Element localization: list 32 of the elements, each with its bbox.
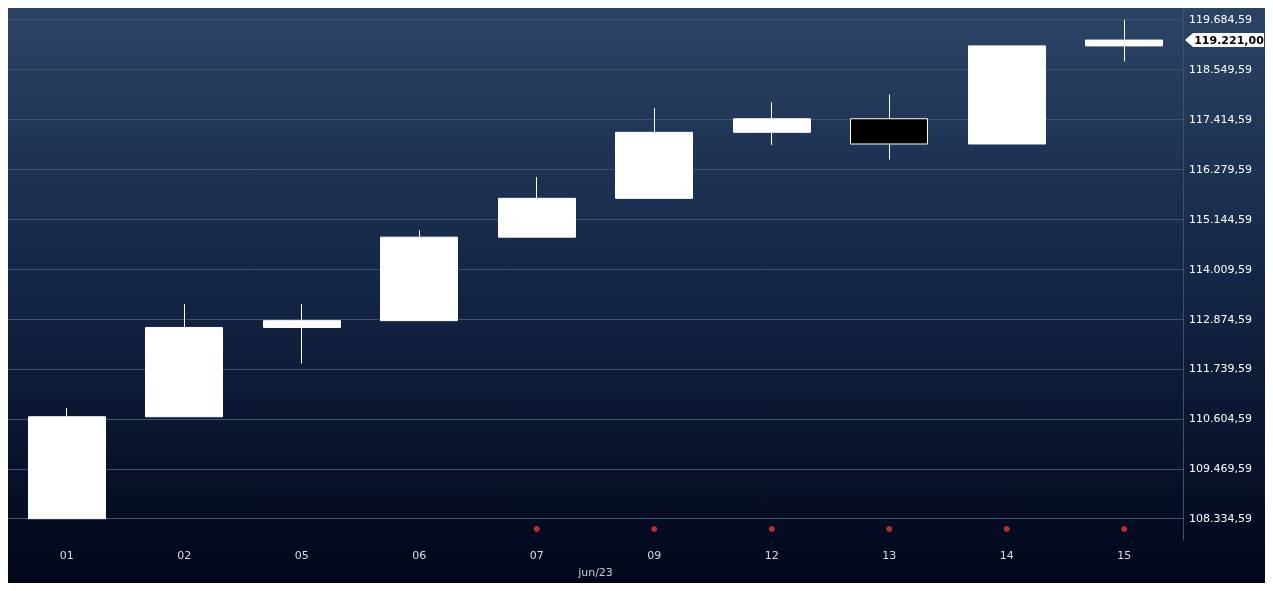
y-tick-label: 117.414,59	[1189, 112, 1252, 126]
y-tick-label: 110.604,59	[1189, 412, 1252, 426]
candlestick	[263, 303, 341, 364]
x-tick-label: 12	[764, 549, 779, 562]
candlestick	[850, 93, 928, 161]
x-tick-label: 05	[294, 549, 309, 562]
x-tick-label: 06	[412, 549, 427, 562]
candlestick	[733, 101, 811, 146]
x-axis-title: jun/23	[577, 566, 613, 579]
candlestick	[498, 176, 576, 238]
y-tick-label: 112.874,59	[1189, 312, 1252, 326]
y-tick-label: 118.549,59	[1189, 63, 1252, 77]
y-tick-label: 109.469,59	[1189, 462, 1252, 476]
y-tick-label: 119.684,59	[1189, 13, 1252, 27]
x-tick-label: 09	[647, 549, 662, 562]
candlestick	[615, 107, 693, 199]
y-tick-label: 108.334,59	[1189, 512, 1252, 526]
candlestick	[380, 229, 458, 322]
text: 119.221,00	[1194, 33, 1265, 47]
x-tick-label: 13	[882, 549, 897, 562]
candlestick	[145, 303, 223, 418]
y-tick-label: 111.739,59	[1189, 362, 1252, 376]
x-tick-label: 02	[177, 549, 192, 562]
x-tick-label: 01	[59, 549, 74, 562]
y-tick-label: 114.009,59	[1189, 262, 1252, 276]
x-tick-label: 07	[529, 549, 544, 562]
y-tick-label: 116.279,59	[1189, 162, 1252, 176]
candlestick	[968, 45, 1046, 145]
candlestick	[28, 407, 106, 520]
x-tick-label: 14	[999, 549, 1014, 562]
x-tick-label: 15	[1117, 549, 1132, 562]
y-tick-label: 115.144,59	[1189, 212, 1252, 226]
